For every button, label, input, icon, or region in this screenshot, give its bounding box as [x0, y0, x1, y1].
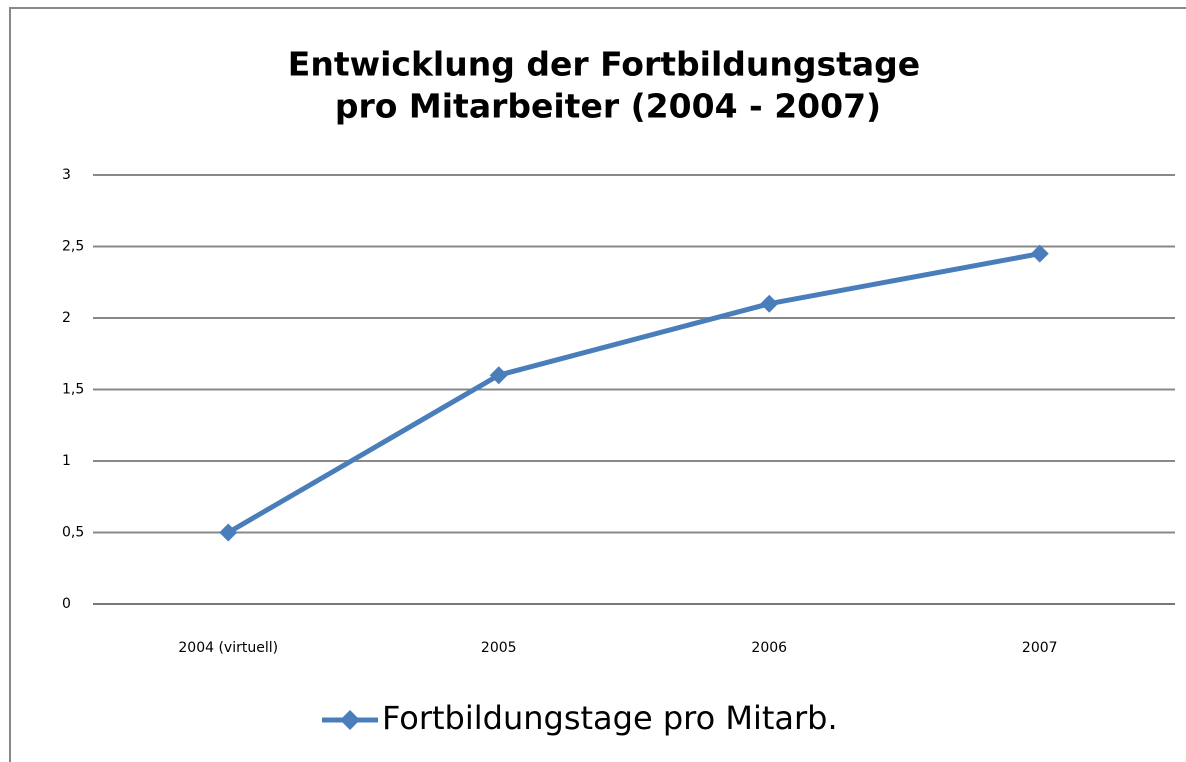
- chart-frame: [9, 7, 1186, 762]
- data-point: [760, 294, 779, 313]
- chart-title: Entwicklung der Fortbildungstage: [288, 45, 920, 84]
- y-tick-label: 0,5: [62, 525, 84, 541]
- chart-title: pro Mitarbeiter (2004 - 2007): [335, 87, 881, 126]
- legend-marker: [340, 710, 360, 730]
- y-tick-label: 2: [62, 310, 71, 326]
- y-tick-label: 3: [62, 167, 71, 183]
- x-tick-label: 2007: [1022, 640, 1058, 656]
- legend-label: Fortbildungstage pro Mitarb.: [382, 699, 838, 737]
- data-point: [489, 366, 508, 385]
- series-line: [226, 251, 1041, 535]
- y-tick-label: 1,5: [62, 382, 84, 398]
- y-tick-label: 0: [62, 596, 71, 612]
- x-tick-label: 2004 (virtuell): [178, 640, 278, 656]
- x-tick-label: 2006: [751, 640, 787, 656]
- y-tick-label: 2,5: [62, 239, 84, 255]
- y-tick-label: 1: [62, 453, 71, 469]
- x-tick-label: 2005: [481, 640, 517, 656]
- data-point: [1030, 244, 1049, 263]
- data-point: [219, 523, 238, 542]
